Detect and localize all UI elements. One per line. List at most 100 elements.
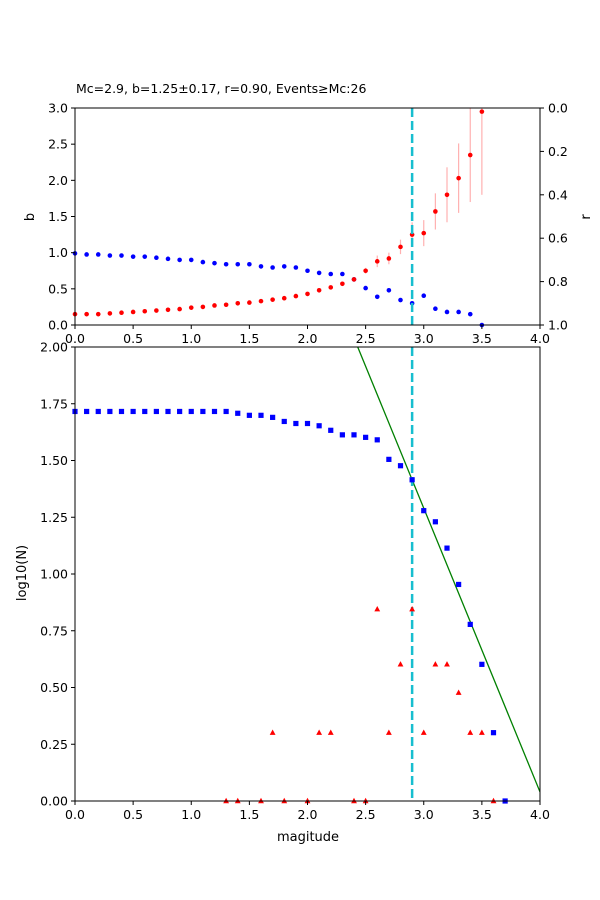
noncumulative-count-point: [409, 605, 416, 612]
cumulative-count-point: [211, 408, 218, 415]
b-value-point: [340, 281, 345, 287]
frequency-magnitude-panel: 0.0 0.5 1.0 1.5 2.0 2.5 3.0 3.5 4.0 0.00 0.25 0.50 0…: [15, 340, 550, 846]
cumulative-count-point: [316, 423, 322, 429]
cumulative-count-point: [293, 420, 299, 427]
y2-tick-label: 0.0: [548, 101, 568, 116]
b-value-point: [305, 291, 310, 297]
y-tick-label: 2.5: [48, 137, 68, 152]
r-value-point: [305, 268, 310, 274]
b-value-point: [258, 298, 264, 304]
y-tick-label: 0.75: [40, 623, 68, 638]
y-tick-label: 1.25: [40, 510, 68, 525]
x-tick-label: 3.5: [472, 807, 492, 822]
y-tick-label: 1.75: [40, 396, 68, 411]
r-value-point: [281, 264, 287, 269]
b-value-point: [328, 285, 334, 290]
cumulative-count-point: [409, 477, 415, 483]
x-axis-label: magitude: [277, 830, 339, 845]
cumulative-count-point: [130, 408, 136, 415]
cumulative-count-point: [107, 408, 113, 415]
cumulative-count-point: [188, 408, 194, 415]
r-value-point: [247, 261, 252, 267]
noncumulative-count-point: [385, 729, 392, 735]
r-value-point: [212, 260, 217, 266]
x-tick-label: 0.5: [123, 331, 143, 346]
chart-title: Mc=2.9, b=1.25±0.17, r=0.90, Events≥Mc:2…: [76, 81, 366, 96]
noncumulative-count-point: [397, 661, 404, 667]
r-value-point: [270, 265, 275, 270]
noncumulative-count-point: [316, 729, 323, 735]
y-axis-label-b: b: [23, 213, 38, 221]
r-value-point: [433, 306, 438, 312]
noncumulative-count-point: [478, 729, 485, 735]
r-value-point: [363, 285, 368, 291]
b-value-point: [386, 256, 392, 261]
noncumulative-count-point: [444, 661, 450, 667]
y-tick-label: 2.0: [48, 173, 68, 188]
cumulative-count-point: [351, 432, 357, 438]
x-tick-label: 2.5: [356, 331, 376, 346]
x-tick-label: 3.0: [414, 807, 434, 822]
b-value-point: [177, 306, 182, 312]
cumulative-count-point: [223, 408, 229, 415]
b-value-point: [281, 295, 287, 301]
cumulative-count-point: [397, 463, 404, 469]
y2-tick-label: 1.0: [548, 318, 568, 333]
b-value-marks: [72, 108, 485, 328]
b-value-point: [316, 287, 322, 293]
r-value-point: [444, 309, 450, 315]
r-value-point: [95, 252, 101, 257]
r-value-point: [200, 259, 206, 265]
cumulative-count-point: [479, 661, 485, 667]
b-value-point: [142, 308, 148, 314]
y2-tick-label: 0.6: [548, 231, 568, 246]
cumulative-count-point: [95, 408, 101, 415]
noncumulative-count-point: [467, 729, 474, 735]
r-value-point: [293, 265, 299, 270]
b-value-point: [130, 309, 136, 315]
cumulative-count-point: [363, 434, 369, 440]
cumulative-count-point: [421, 508, 427, 514]
y-tick-label: 1.5: [48, 209, 68, 224]
b-value-point: [165, 307, 171, 313]
r-value-point: [374, 294, 380, 300]
b-value-point: [95, 311, 101, 317]
noncumulative-count-point: [420, 729, 427, 735]
cumulative-count-point: [456, 581, 462, 588]
b-value-point: [200, 304, 206, 310]
b-value-point: [479, 109, 485, 114]
b-value-panel: Mc=2.9, b=1.25±0.17, r=0.90, Events≥Mc:2…: [23, 81, 594, 346]
cumulative-count-point: [177, 408, 183, 415]
cumulative-count-point: [153, 408, 159, 415]
r-value-point: [235, 261, 241, 267]
r-value-point: [142, 254, 148, 259]
y-tick-label: 0.0: [48, 318, 68, 333]
b-value-point: [235, 301, 241, 306]
r-value-point: [177, 257, 182, 263]
b-value-point: [374, 259, 380, 264]
cumulative-count-point: [270, 414, 276, 420]
r-value-point: [421, 293, 427, 299]
b-value-point: [119, 310, 124, 316]
x-tick-label: 1.5: [239, 807, 259, 822]
x-tick-label: 1.0: [181, 807, 201, 822]
y-tick-label: 0.5: [48, 281, 68, 296]
b-value-point: [84, 311, 89, 317]
cumulative-count-point: [246, 412, 252, 418]
b-value-point: [351, 277, 357, 282]
b-value-point: [421, 230, 427, 236]
r-value-point: [154, 255, 159, 261]
cumulative-count-point: [142, 408, 148, 415]
cumulative-count-point: [200, 408, 206, 415]
b-value-point: [223, 302, 229, 308]
cumulative-count-point: [339, 432, 345, 438]
x-tick-label: 1.0: [181, 331, 201, 346]
r-value-point: [340, 271, 345, 277]
cumulative-count-point: [118, 408, 125, 415]
x-tick-label: 3.0: [414, 331, 434, 346]
cumulative-count-point: [165, 408, 171, 415]
b-value-point: [154, 308, 159, 313]
y-tick-label: 0.25: [40, 737, 68, 752]
b-value-point: [444, 192, 450, 198]
